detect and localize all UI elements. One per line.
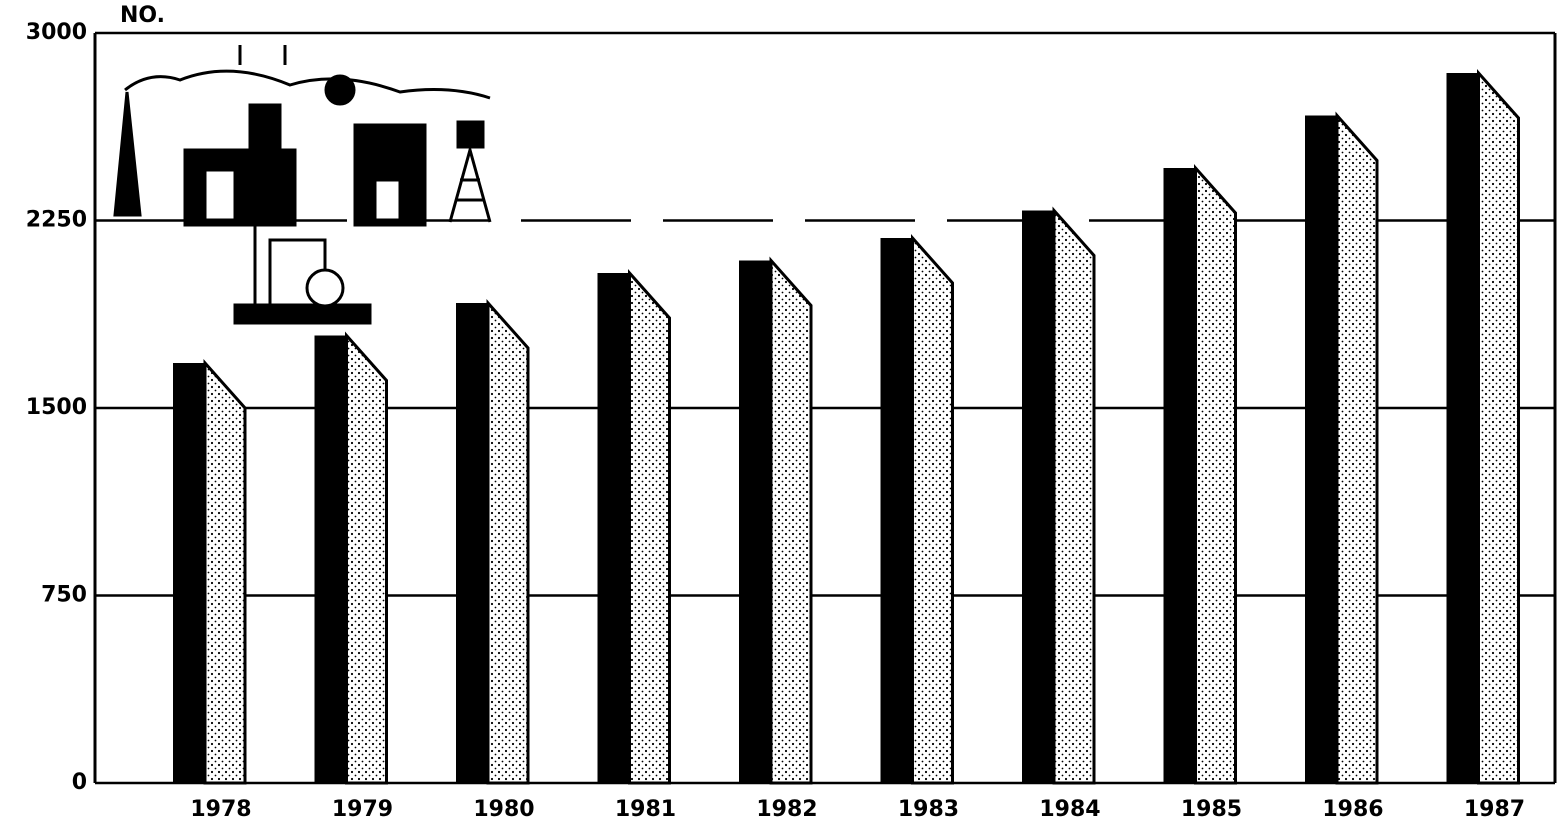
bar [456, 303, 488, 783]
bar-side [347, 336, 387, 784]
bar [881, 238, 913, 783]
bar-side [488, 303, 528, 783]
x-tick-label: 1986 [1322, 797, 1383, 822]
x-tick-label: 1980 [473, 797, 534, 822]
y-tick-label: 1500 [26, 395, 87, 420]
bar-side [205, 363, 245, 783]
x-tick-label: 1982 [756, 797, 817, 822]
bar [315, 336, 347, 784]
bar-side [771, 261, 811, 784]
x-tick-label: 1987 [1464, 797, 1525, 822]
bar-side [630, 273, 670, 783]
bar [1164, 168, 1196, 783]
y-axis-label: NO. [120, 3, 165, 28]
bar [1305, 116, 1337, 784]
bar-side [1054, 211, 1094, 784]
bar [1022, 211, 1054, 784]
x-tick-label: 1983 [898, 797, 959, 822]
page: {"chart_data": {"type": "bar", "y_label"… [0, 0, 1564, 829]
chart: NO. 0 750 1500 2250 3000 1978 1979 1980 1981 1982… [0, 0, 1564, 829]
x-tick-label: 1979 [332, 797, 393, 822]
x-tick-label: 1984 [1039, 797, 1100, 822]
bar-side [1479, 73, 1519, 783]
y-tick-label: 3000 [26, 20, 87, 45]
x-tick-label: 1985 [1181, 797, 1242, 822]
bar [173, 363, 205, 783]
x-tick-label: 1978 [190, 797, 251, 822]
y-tick-label: 2250 [26, 208, 87, 233]
y-tick-label: 750 [41, 583, 87, 608]
illustration [115, 45, 490, 323]
bar-side [1196, 168, 1236, 783]
bar [598, 273, 630, 783]
y-tick-label: 0 [72, 770, 87, 795]
bar [1447, 73, 1479, 783]
x-tick-label: 1981 [615, 797, 676, 822]
bar-side [913, 238, 953, 783]
bar-side [1337, 116, 1377, 784]
bar [739, 261, 771, 784]
